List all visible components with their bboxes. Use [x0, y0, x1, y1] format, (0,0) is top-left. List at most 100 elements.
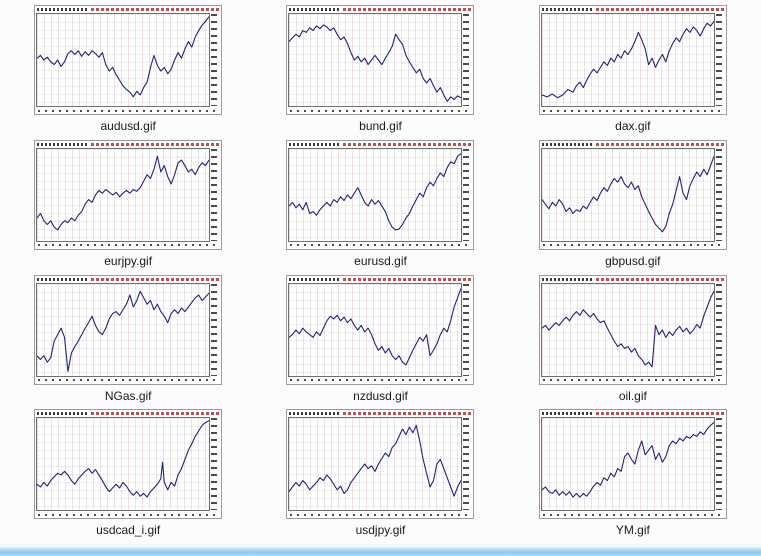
file-name-label: eurusd.gif — [354, 253, 407, 268]
x-axis-tick-marks — [38, 244, 218, 247]
price-line — [542, 156, 714, 231]
price-line-chart — [289, 284, 461, 376]
y-axis-tick-labels — [211, 148, 221, 241]
x-axis-tick-labels — [287, 242, 473, 249]
chart-image-thumbnail[interactable] — [538, 409, 727, 520]
x-axis-tick-marks — [38, 109, 218, 112]
chart-header — [35, 410, 221, 417]
chart-image-thumbnail[interactable] — [538, 274, 727, 385]
chart-image-thumbnail[interactable] — [538, 139, 727, 250]
x-axis-tick-marks — [38, 379, 218, 381]
x-axis-tick-marks — [38, 513, 218, 516]
price-line-chart — [542, 284, 714, 376]
chart-image-thumbnail[interactable] — [286, 5, 475, 115]
chart-image-thumbnail[interactable] — [286, 274, 475, 385]
window-edge-taskbar-strip[interactable] — [0, 544, 761, 556]
price-line — [37, 291, 209, 371]
price-line — [542, 291, 714, 366]
chart-header — [287, 141, 473, 148]
file-name-label: oil.gif — [618, 388, 647, 403]
chart-symbol-microtext — [289, 8, 341, 11]
x-axis-tick-labels — [35, 242, 221, 249]
chart-thumbnail-cell: eurusd.gif — [258, 139, 502, 275]
chart-thumbnail-cell: usdjpy.gif — [258, 409, 502, 544]
price-line — [542, 423, 714, 498]
chart-symbol-microtext — [541, 8, 593, 11]
file-name-label: usdjpy.gif — [355, 523, 406, 538]
chart-plot-area — [288, 13, 463, 107]
y-axis-tick-labels — [211, 14, 221, 106]
chart-header — [540, 410, 726, 417]
y-axis-tick-labels — [463, 418, 473, 511]
chart-disclaimer-microtext — [595, 8, 724, 11]
x-axis-tick-labels — [540, 377, 726, 384]
chart-disclaimer-microtext — [91, 142, 220, 146]
chart-symbol-microtext — [37, 142, 89, 146]
chart-thumbnail-cell: oil.gif — [511, 274, 755, 410]
chart-symbol-microtext — [289, 142, 341, 146]
chart-symbol-microtext — [541, 412, 593, 416]
chart-plot-area — [540, 147, 715, 242]
chart-thumbnail-gallery: audusd.gif bund.gif — [6, 5, 755, 544]
chart-header — [540, 6, 726, 13]
chart-header — [287, 276, 473, 283]
chart-image-thumbnail[interactable] — [286, 409, 475, 520]
x-axis-tick-marks — [542, 513, 722, 516]
file-name-label: dax.gif — [615, 119, 651, 133]
price-line-chart — [37, 149, 209, 241]
y-axis-tick-labels — [715, 283, 725, 376]
chart-plot-area — [540, 417, 715, 512]
chart-image-thumbnail[interactable] — [34, 274, 223, 385]
chart-image-thumbnail[interactable] — [34, 139, 223, 250]
chart-header — [540, 276, 726, 283]
chart-thumbnail-cell: usdcad_i.gif — [6, 409, 250, 544]
x-axis-tick-labels — [287, 511, 473, 518]
price-line — [37, 156, 209, 230]
chart-thumbnail-cell: nzdusd.gif — [258, 274, 502, 410]
chart-thumbnail-cell: NGas.gif — [6, 274, 250, 410]
chart-header — [287, 410, 473, 417]
price-line-chart — [37, 284, 209, 376]
y-axis-tick-labels — [463, 148, 473, 241]
chart-thumbnail-cell: eurjpy.gif — [6, 139, 250, 275]
chart-image-thumbnail[interactable] — [286, 139, 475, 250]
chart-disclaimer-microtext — [91, 412, 220, 416]
x-axis-tick-labels — [35, 107, 221, 114]
x-axis-tick-marks — [542, 379, 722, 381]
chart-plot-area — [540, 282, 715, 377]
price-line — [37, 17, 209, 97]
chart-disclaimer-microtext — [343, 412, 472, 416]
y-axis-tick-labels — [715, 14, 725, 106]
chart-image-thumbnail[interactable] — [34, 5, 223, 115]
x-axis-tick-labels — [35, 511, 221, 518]
chart-symbol-microtext — [289, 277, 341, 281]
x-axis-tick-marks — [290, 109, 470, 112]
price-line — [289, 25, 461, 101]
y-axis-tick-labels — [463, 14, 473, 106]
chart-symbol-microtext — [37, 8, 89, 11]
chart-symbol-microtext — [37, 412, 89, 416]
chart-header — [35, 6, 221, 13]
chart-thumbnail-cell: dax.gif — [511, 5, 755, 140]
y-axis-tick-labels — [463, 283, 473, 376]
x-axis-tick-labels — [540, 242, 726, 249]
file-name-label: YM.gif — [615, 523, 650, 538]
price-line-chart — [289, 418, 461, 510]
file-name-label: audusd.gif — [100, 119, 156, 133]
chart-symbol-microtext — [541, 142, 593, 146]
price-line-chart — [37, 14, 209, 106]
chart-header — [287, 6, 473, 13]
chart-symbol-microtext — [541, 277, 593, 281]
chart-image-thumbnail[interactable] — [538, 5, 727, 115]
chart-disclaimer-microtext — [343, 8, 472, 11]
price-line-chart — [289, 149, 461, 241]
chart-image-thumbnail[interactable] — [34, 409, 223, 520]
file-name-label: nzdusd.gif — [353, 388, 408, 403]
price-line-chart — [542, 14, 714, 106]
x-axis-tick-marks — [542, 244, 722, 247]
chart-plot-area — [540, 13, 715, 107]
price-line — [289, 153, 461, 229]
file-name-label: gbpusd.gif — [605, 253, 661, 268]
chart-disclaimer-microtext — [595, 412, 724, 416]
x-axis-tick-marks — [542, 109, 722, 112]
